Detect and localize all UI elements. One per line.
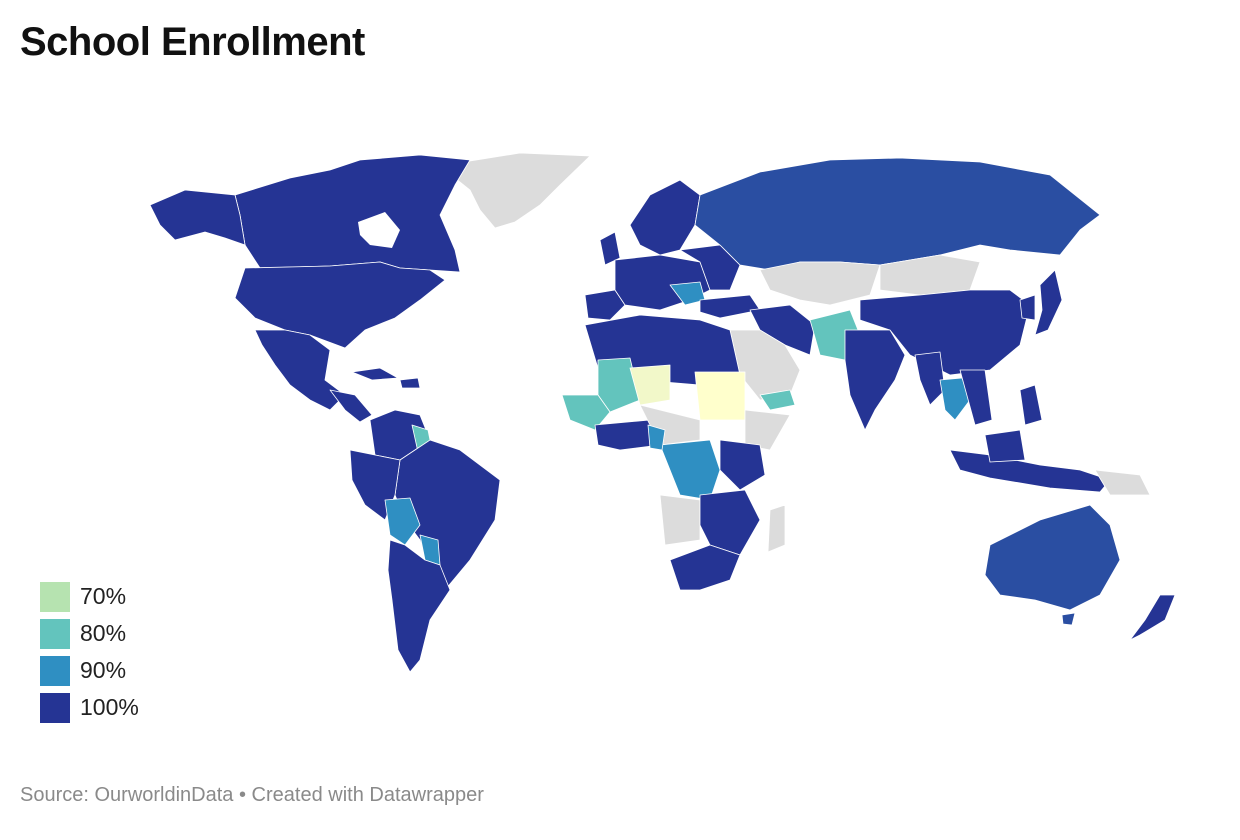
region-myanmar xyxy=(914,351,946,406)
legend-swatch xyxy=(40,618,70,649)
region-iberia xyxy=(584,289,626,321)
region-new-zealand xyxy=(1129,594,1176,641)
region-china xyxy=(859,289,1031,376)
region-uk xyxy=(599,231,621,266)
region-canada xyxy=(234,154,471,273)
region-bolivia xyxy=(384,497,421,546)
region-sudan xyxy=(694,371,746,421)
region-png xyxy=(1094,469,1151,496)
region-cuba xyxy=(351,367,399,381)
region-west-africa xyxy=(561,394,611,431)
region-borneo xyxy=(984,429,1026,463)
legend-item: 70% xyxy=(40,578,139,615)
legend-item: 80% xyxy=(40,615,139,652)
region-gulf-guinea xyxy=(594,419,661,451)
region-kazakhstan xyxy=(759,261,881,306)
legend: 70% 80% 90% 100% xyxy=(40,578,139,726)
region-mexico xyxy=(254,329,346,411)
region-horn-africa xyxy=(744,409,791,451)
region-turkey xyxy=(699,294,761,319)
legend-label: 90% xyxy=(80,657,127,683)
region-vietnam xyxy=(959,369,993,426)
legend-label: 70% xyxy=(80,583,127,609)
legend-swatch xyxy=(40,655,70,686)
region-india xyxy=(844,329,906,431)
region-south-africa xyxy=(669,544,741,591)
chart-title: School Enrollment xyxy=(20,20,365,64)
region-tasmania xyxy=(1061,612,1076,626)
legend-item: 100% xyxy=(40,689,139,726)
region-philippines xyxy=(1019,384,1043,426)
region-cameroon xyxy=(647,424,666,451)
region-drc xyxy=(659,439,721,501)
region-niger xyxy=(629,364,671,406)
source-note: Source: OurworldinData • Created with Da… xyxy=(20,784,484,806)
region-central-america xyxy=(329,389,373,423)
region-mali xyxy=(597,357,641,413)
legend-swatch xyxy=(40,692,70,723)
region-greenland xyxy=(444,152,591,229)
region-argentina-chile xyxy=(387,539,451,673)
region-russia xyxy=(694,157,1101,271)
region-yemen xyxy=(759,389,796,411)
legend-label: 80% xyxy=(80,620,127,646)
region-scandinavia xyxy=(629,179,701,256)
world-map xyxy=(0,140,1240,700)
region-japan xyxy=(1034,269,1063,336)
legend-swatch xyxy=(40,581,70,612)
region-thailand xyxy=(939,377,971,421)
region-angola xyxy=(659,494,701,546)
legend-label: 100% xyxy=(80,694,139,720)
region-hudson-bay xyxy=(358,212,400,248)
region-malaysia-indonesia xyxy=(949,449,1111,493)
region-korea xyxy=(1019,294,1036,321)
region-madagascar xyxy=(767,504,786,553)
legend-item: 90% xyxy=(40,652,139,689)
region-australia xyxy=(984,504,1121,611)
region-east-africa xyxy=(719,439,766,491)
region-hispaniola xyxy=(399,377,421,389)
region-alaska xyxy=(149,189,246,246)
region-usa xyxy=(234,261,446,349)
